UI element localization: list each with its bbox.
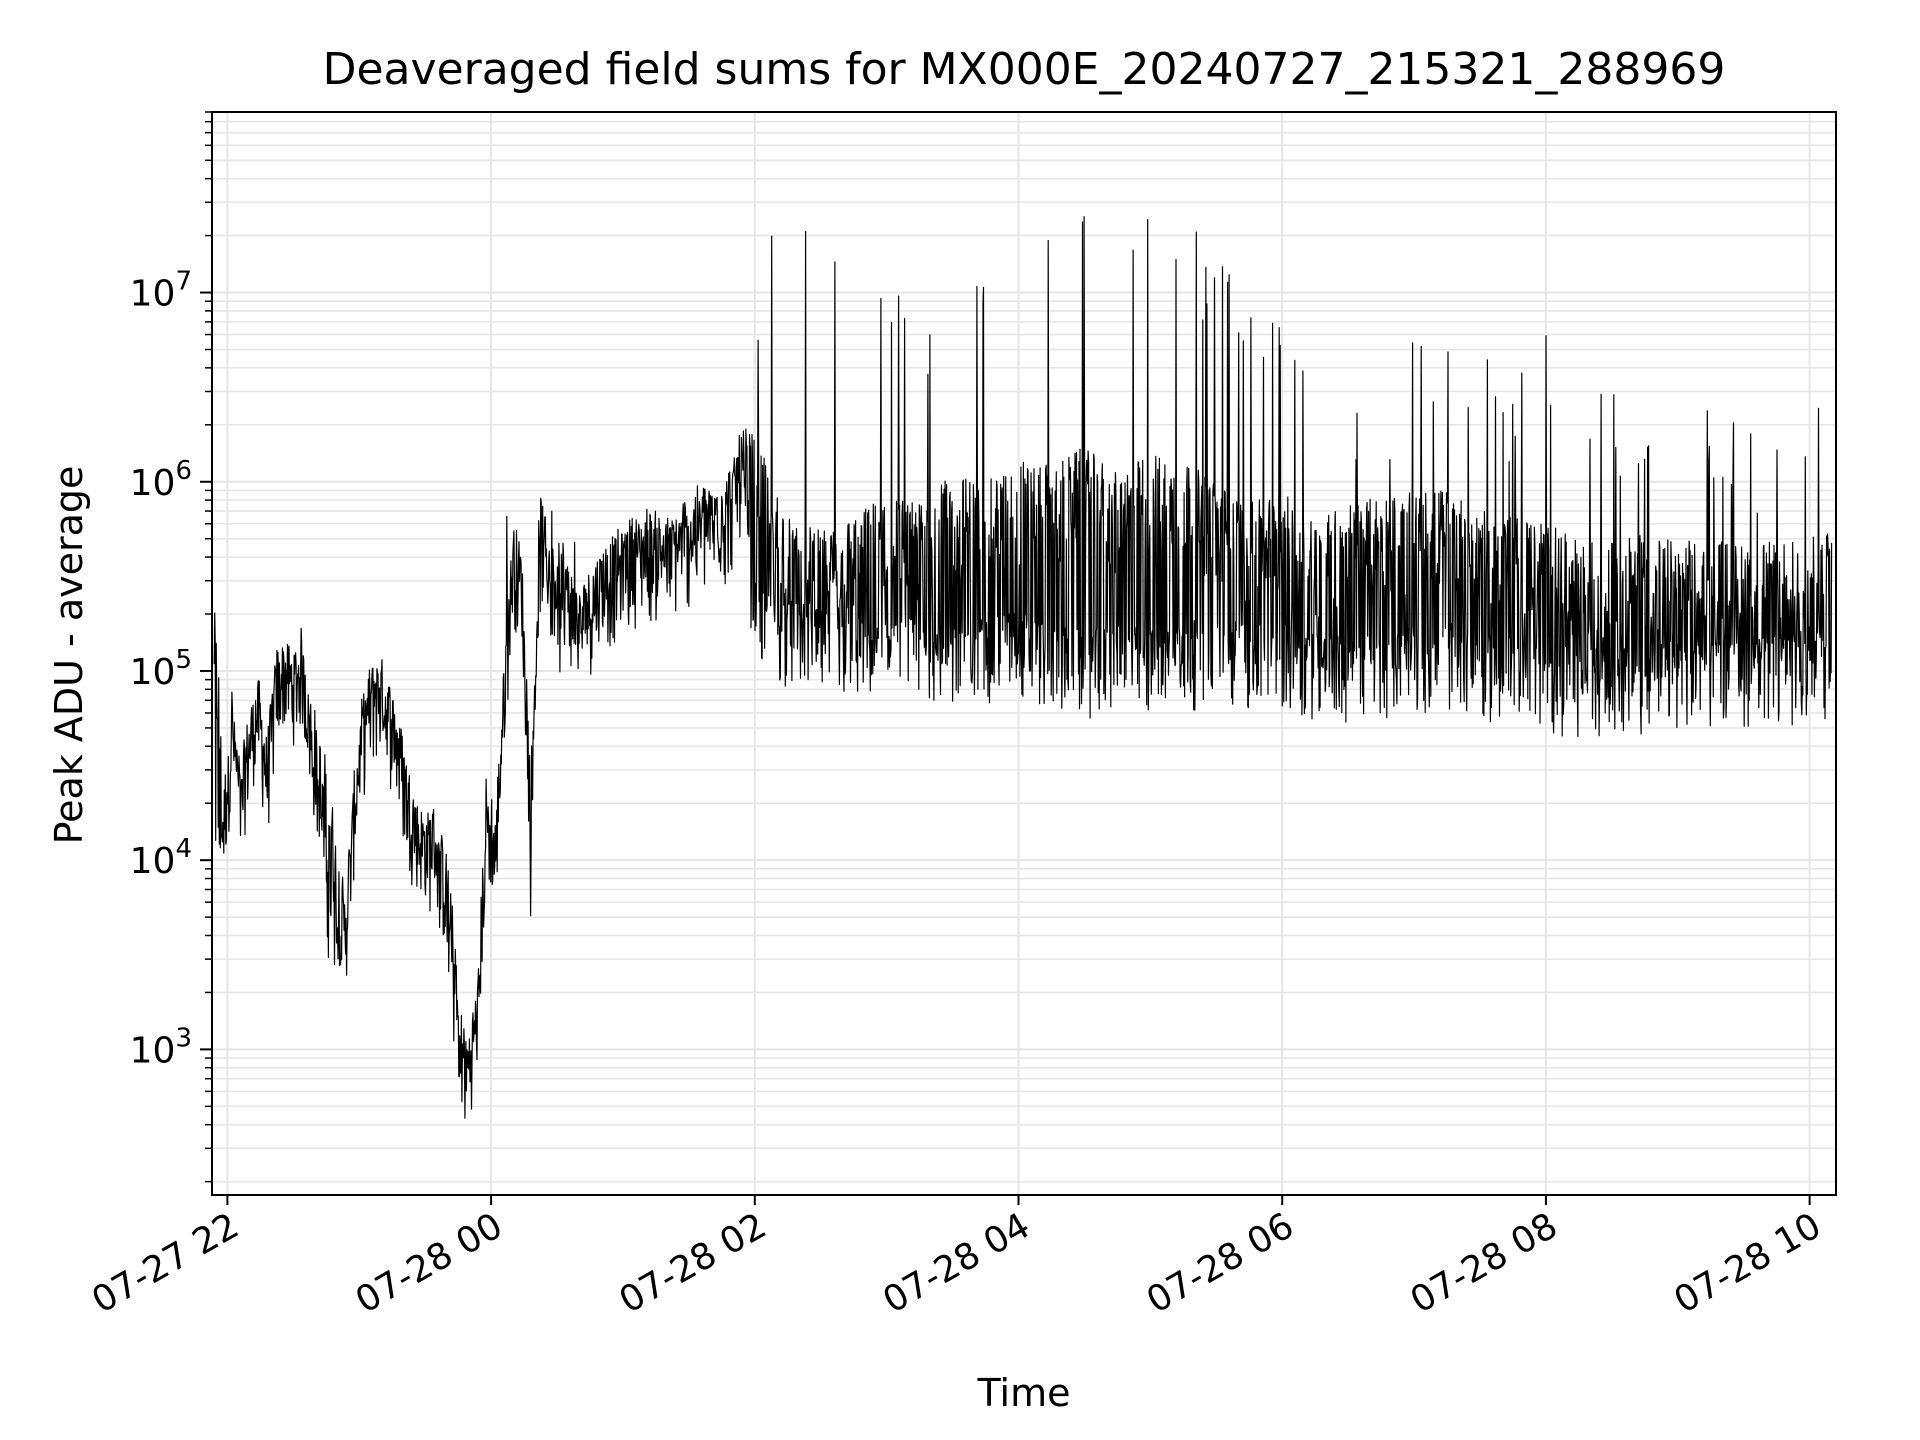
plot-frame (211, 111, 1837, 1196)
y-axis-label: Peak ADU - average (47, 466, 91, 845)
x-tick-label: 07-28 00 (349, 1205, 510, 1321)
x-tick-label: 07-28 04 (876, 1205, 1037, 1321)
x-axis-label: Time (977, 1371, 1071, 1415)
x-tick-label: 07-28 06 (1140, 1205, 1301, 1321)
y-tick-label: 105 (130, 645, 192, 693)
x-tick-label: 07-28 10 (1667, 1205, 1828, 1321)
y-tick-label: 106 (130, 456, 192, 504)
x-tick-label: 07-27 22 (85, 1205, 246, 1321)
data-series-line (213, 216, 1833, 1119)
y-minor-ticks (205, 111, 212, 1183)
x-tick-label: 07-28 02 (613, 1205, 774, 1321)
y-tick-label: 103 (130, 1023, 192, 1071)
y-tick-label: 104 (130, 834, 192, 882)
x-axis-ticks: 07-27 22 07-28 00 07-28 02 07-28 04 07-28 06… (85, 1195, 1828, 1322)
y-axis-ticks: 103 104 105 106 107 (130, 267, 212, 1071)
chart-title: Deaveraged field sums for MX000E_2024072… (323, 44, 1726, 95)
y-tick-label: 107 (130, 267, 192, 315)
x-tick-label: 07-28 08 (1404, 1205, 1565, 1321)
